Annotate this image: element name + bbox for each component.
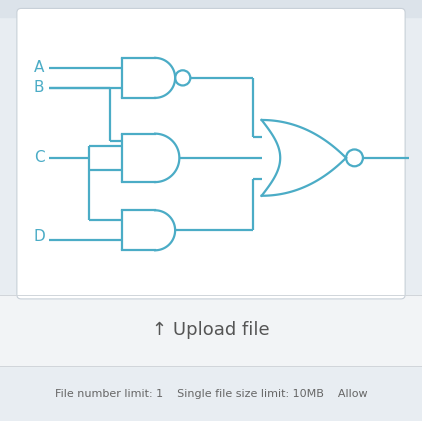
Text: File number limit: 1    Single file size limit: 10MB    Allow: File number limit: 1 Single file size li…: [55, 389, 367, 399]
FancyBboxPatch shape: [17, 8, 405, 299]
Text: B: B: [34, 80, 44, 96]
Bar: [0, 0, 422, 17]
Text: D: D: [34, 229, 46, 244]
Bar: [0, 295, 422, 366]
Text: A: A: [34, 60, 44, 75]
Text: C: C: [34, 150, 44, 165]
Text: ↑ Upload file: ↑ Upload file: [152, 322, 270, 339]
